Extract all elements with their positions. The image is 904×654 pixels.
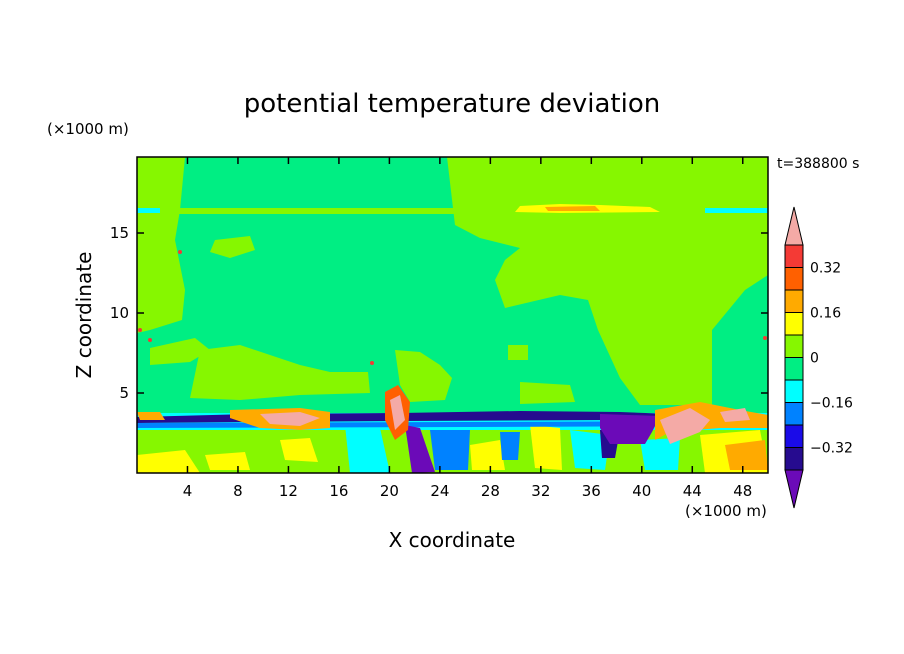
x-axis: 4 8 12 16 20 24 28 32 36 40 44 48	[183, 157, 752, 500]
field-region-positive	[210, 236, 255, 258]
colorbar-label: 0.32	[810, 261, 841, 277]
colorbar-box	[784, 379, 804, 403]
field-region-positive	[447, 157, 768, 405]
x-tick-label: 16	[329, 482, 348, 500]
x-tick-label: 36	[582, 482, 601, 500]
field-region-positive	[190, 345, 370, 400]
colorbar-label: 0	[810, 351, 819, 367]
field-lower-cool	[570, 430, 610, 470]
y-tick-label: 15	[110, 224, 129, 242]
colorbar-box	[784, 267, 804, 291]
colorbar-label: −0.16	[810, 396, 853, 412]
x-tick-label: 8	[233, 482, 243, 500]
field-lower-warm	[530, 425, 562, 470]
colorbar-max-arrow	[784, 206, 804, 246]
field-region-positive	[150, 338, 210, 365]
colorbar-box	[784, 424, 804, 448]
y-unit-label: (×1000 m)	[47, 120, 129, 138]
field-lower-warm	[137, 450, 200, 473]
y-tick-label: 5	[119, 384, 129, 402]
field-band-warm	[545, 206, 600, 211]
y-tick-label: 10	[110, 304, 129, 322]
field-region-positive	[508, 345, 528, 360]
x-tick-label: 12	[279, 482, 298, 500]
chart-title: potential temperature deviation	[244, 89, 660, 119]
y-axis: 5 10 15	[110, 224, 768, 402]
field-inversion-cold	[600, 414, 660, 444]
field-warm-cell	[390, 395, 405, 430]
colorbar: 0.32 0.16 0 −0.16 −0.32	[784, 206, 853, 509]
colorbar-box	[784, 289, 804, 313]
field-region-positive	[520, 382, 575, 404]
x-axis-label: X coordinate	[389, 528, 516, 552]
field-speck	[138, 328, 142, 332]
field-warm-cell	[720, 408, 750, 422]
field-speck	[370, 361, 374, 365]
field-lower-cool	[345, 425, 390, 473]
field-lower-warm	[725, 440, 768, 470]
x-tick-label: 24	[430, 482, 449, 500]
field-lower-warm	[205, 452, 250, 470]
field-lower-warm	[280, 438, 318, 462]
field-speck	[148, 338, 152, 342]
colorbar-label: 0.16	[810, 306, 841, 322]
colorbar-box	[784, 312, 804, 336]
x-tick-label: 44	[683, 482, 702, 500]
y-axis-label: Z coordinate	[72, 252, 96, 379]
time-label: t=388800 s	[777, 156, 859, 172]
field-lower-cool	[430, 430, 470, 470]
field-speck	[178, 250, 182, 254]
x-tick-label: 28	[481, 482, 500, 500]
x-tick-label: 4	[183, 482, 193, 500]
field-speck	[763, 336, 767, 340]
colorbar-box	[784, 244, 804, 268]
field-region-positive	[137, 157, 185, 333]
x-tick-label: 48	[733, 482, 752, 500]
colorbar-box	[784, 447, 804, 471]
colorbar-min-arrow	[784, 469, 804, 509]
field-lower-warm	[470, 440, 505, 470]
x-tick-label: 32	[531, 482, 550, 500]
field-band-positive	[160, 208, 705, 214]
field-plume-cold	[405, 425, 435, 473]
field-lower-cool	[500, 432, 520, 460]
field-lower-cool	[640, 438, 680, 470]
field-warm-cell	[137, 412, 165, 420]
x-unit-label: (×1000 m)	[685, 502, 767, 520]
colorbar-box	[784, 402, 804, 426]
plot-frame	[136, 156, 769, 474]
field-region-positive	[395, 350, 452, 402]
x-tick-label: 20	[380, 482, 399, 500]
colorbar-label: −0.32	[810, 441, 853, 457]
x-tick-label: 40	[632, 482, 651, 500]
colorbar-box	[784, 334, 804, 358]
field-warm-cell	[660, 408, 710, 444]
colorbar-box	[784, 357, 804, 381]
plot-area	[137, 157, 768, 473]
field-warm-cell	[260, 412, 320, 426]
